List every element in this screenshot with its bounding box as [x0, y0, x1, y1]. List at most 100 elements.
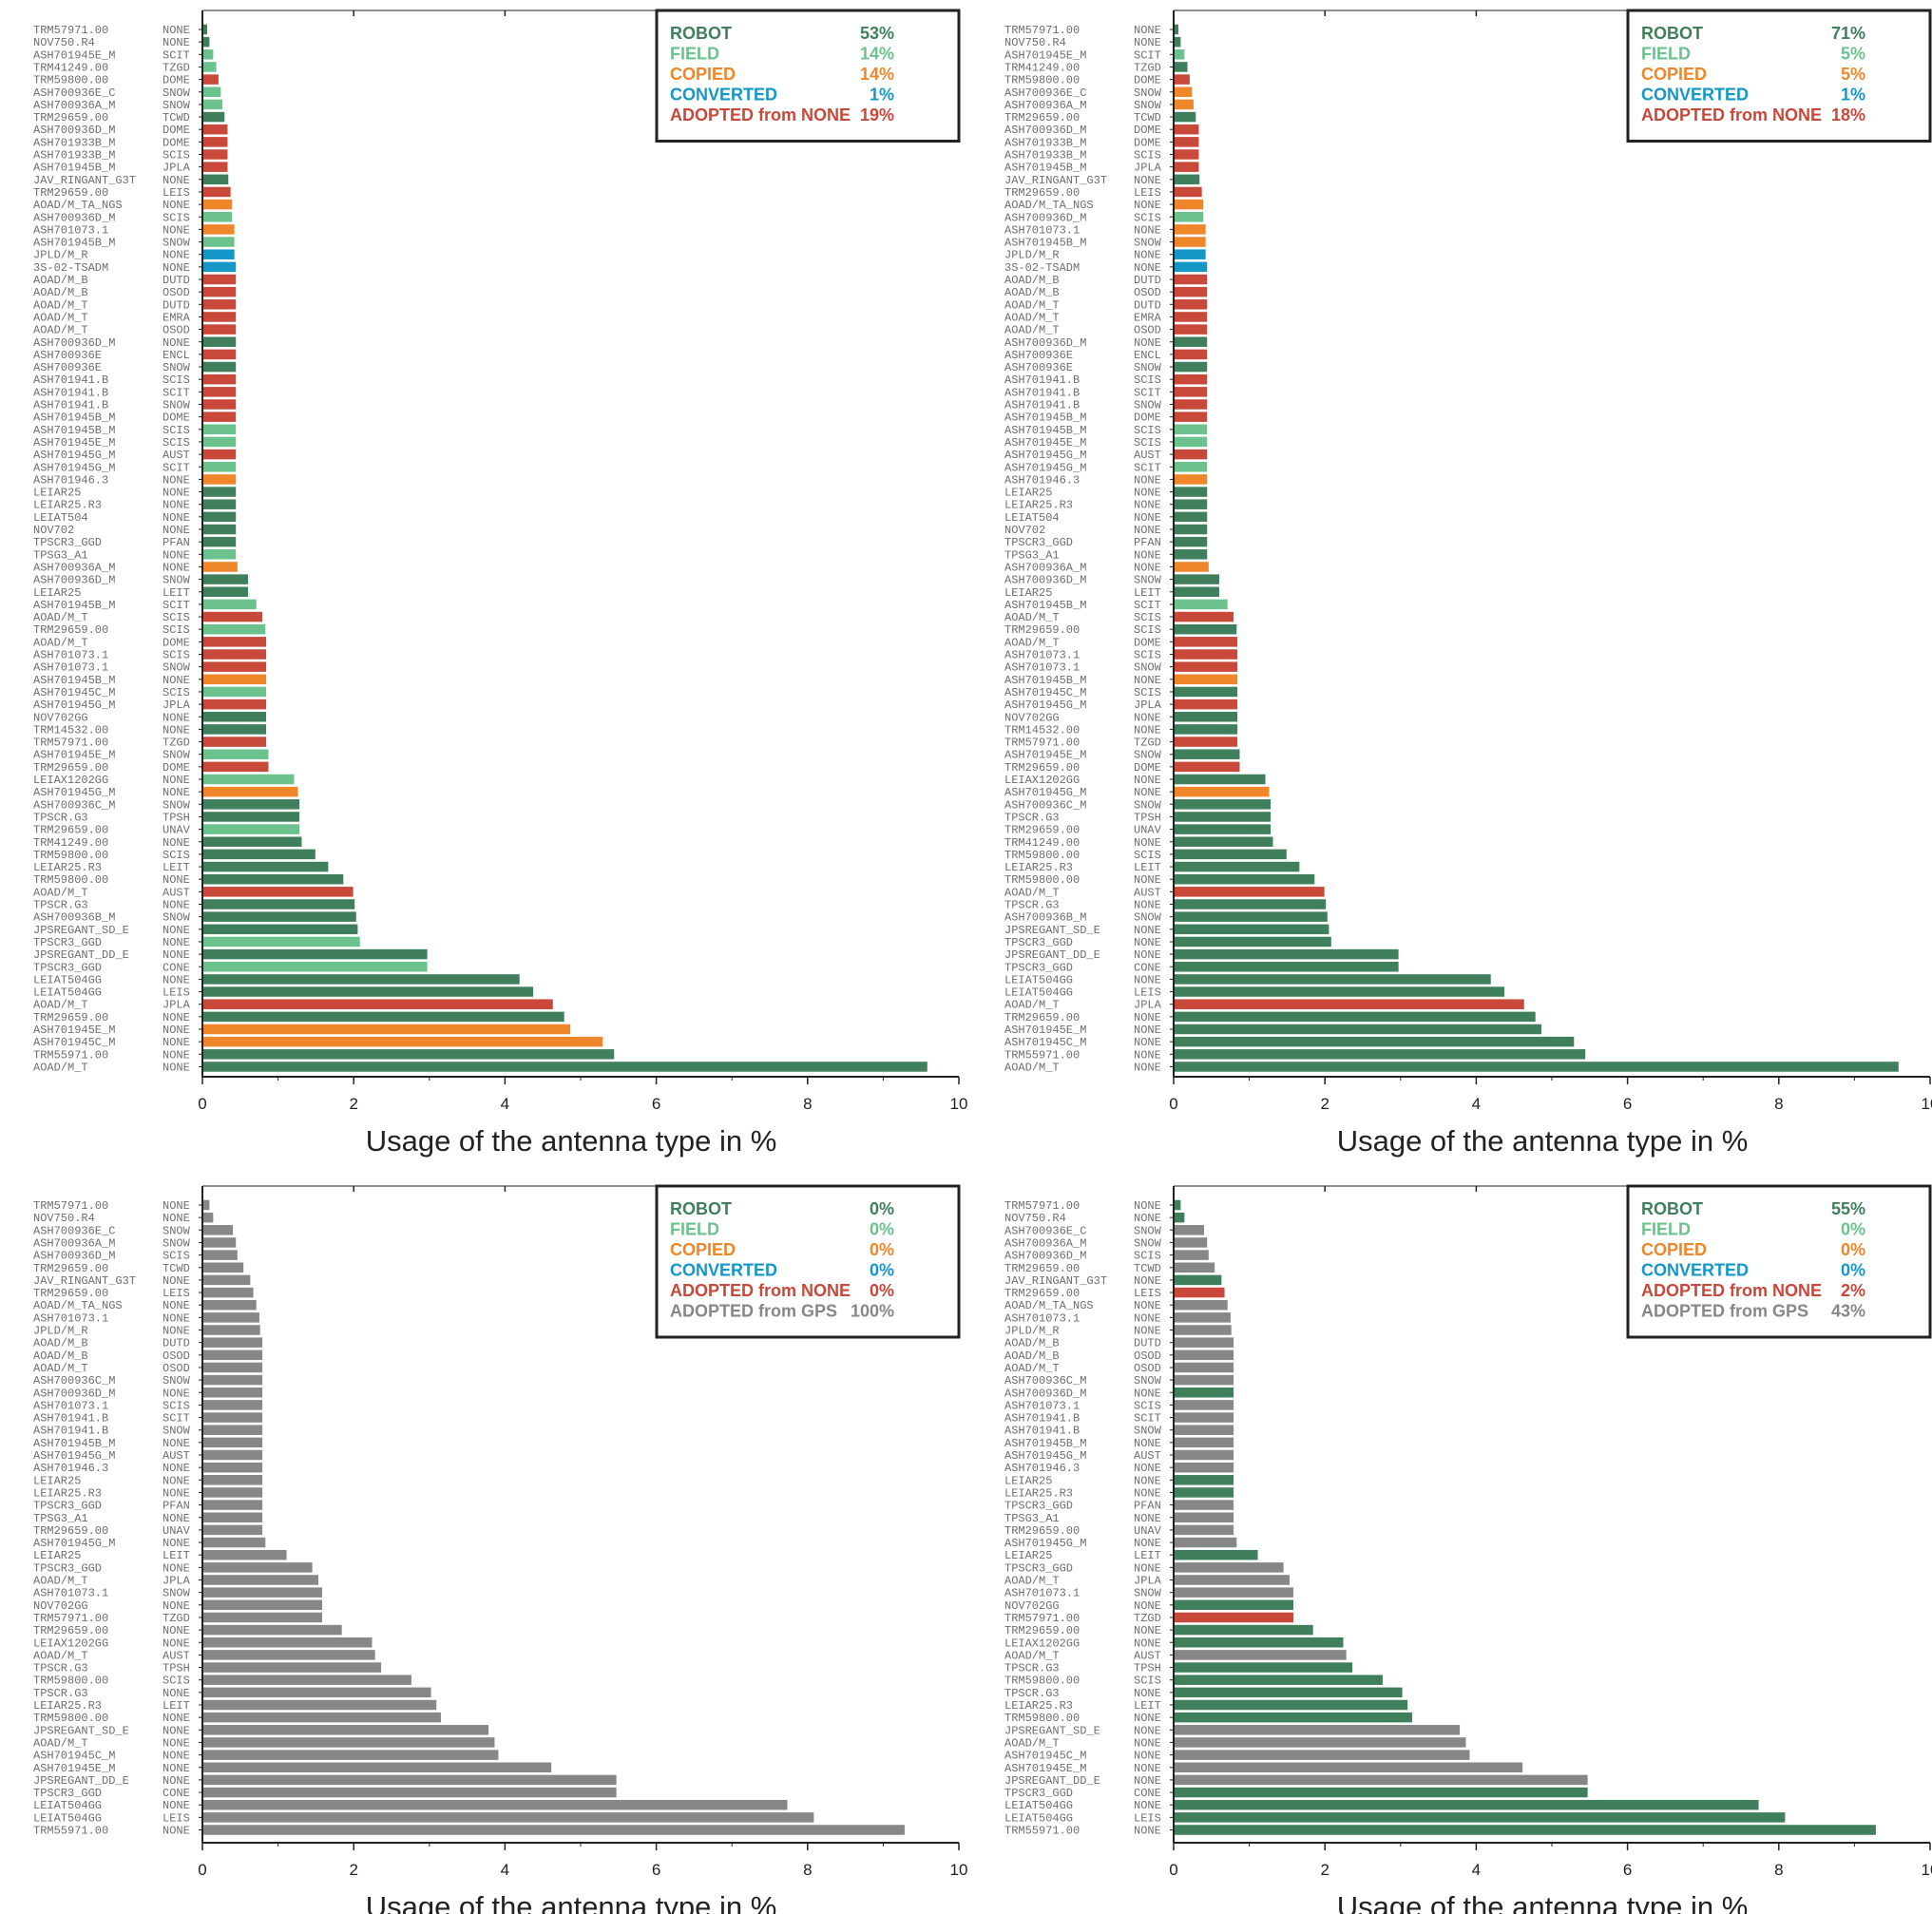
category-label: TRM59800.00: [33, 1712, 108, 1725]
category-label: TPSCR.G3: [1004, 1662, 1060, 1675]
bar: [203, 186, 231, 198]
station-label: SNOW: [1134, 86, 1162, 100]
bar: [1175, 861, 1300, 872]
legend-label: ADOPTED from NONE: [1641, 105, 1822, 124]
bar: [203, 1687, 431, 1698]
bar: [203, 873, 344, 885]
station-label: NONE: [163, 1712, 190, 1725]
station-label: NONE: [163, 1011, 190, 1024]
bar: [1175, 1675, 1383, 1685]
station-label: DOME: [163, 412, 190, 425]
station-label: NONE: [1134, 1799, 1161, 1812]
category-label: ASH700936A_M: [1004, 561, 1086, 574]
category-label: ASH700936A_M: [33, 99, 115, 112]
bar: [1175, 1199, 1181, 1211]
station-label: LEIS: [1134, 1811, 1161, 1825]
x-tick-label: 6: [652, 1861, 660, 1879]
bar: [203, 712, 267, 722]
bar: [1175, 924, 1329, 935]
category-label: ASH700936D_M: [1004, 1387, 1086, 1400]
bar: [1175, 474, 1208, 485]
bar: [203, 1500, 263, 1510]
station-label: DOME: [163, 761, 190, 775]
station-label: NONE: [163, 36, 190, 49]
category-label: LEIAT504GG: [33, 986, 102, 1000]
station-label: SNOW: [163, 99, 191, 112]
station-label: NONE: [163, 336, 190, 350]
station-label: SNOW: [163, 86, 191, 100]
station-label: JPLA: [1134, 699, 1162, 712]
bar: [203, 99, 222, 110]
bar: [203, 474, 237, 485]
legend-value: 14%: [860, 45, 894, 64]
bar: [203, 74, 219, 85]
category-label: TRM29659.00: [1004, 111, 1080, 124]
category-label: ASH701945E_M: [1004, 749, 1086, 762]
category-label: TRM29659.00: [33, 1524, 108, 1538]
bar: [1175, 1462, 1234, 1473]
bar: [203, 1388, 263, 1398]
station-label: EMRA: [1134, 311, 1162, 324]
bar: [203, 1825, 905, 1835]
category-label: AOAD/M_T: [33, 636, 88, 649]
station-label: SNOW: [163, 574, 191, 587]
category-label: JAV_RINGANT_G3T: [33, 1274, 136, 1288]
station-label: NONE: [163, 1736, 190, 1750]
station-label: NONE: [1134, 873, 1161, 887]
category-label: NOV702GG: [33, 1599, 88, 1613]
category-label: ASH701945C_M: [1004, 1750, 1086, 1763]
category-label: ASH700936A_M: [33, 1236, 115, 1250]
bar: [1175, 974, 1491, 985]
bar: [203, 1262, 244, 1273]
category-label: TRM59800.00: [1004, 1675, 1080, 1688]
station-label: NONE: [1134, 1036, 1161, 1049]
bar: [203, 661, 267, 672]
station-label: NONE: [1134, 1462, 1161, 1475]
category-label: AOAD/M_T: [33, 1575, 88, 1588]
station-label: NONE: [1134, 499, 1161, 512]
bar: [203, 911, 356, 922]
category-label: TRM41249.00: [33, 61, 108, 74]
bar: [203, 174, 229, 185]
category-label: TPSCR3_GGD: [1004, 1787, 1073, 1800]
legend-value: 0%: [1841, 1220, 1865, 1239]
bar: [203, 774, 295, 785]
bar: [1175, 1374, 1234, 1386]
station-label: NONE: [163, 1825, 190, 1838]
category-label: ASH701933B_M: [1004, 149, 1086, 163]
station-label: JPLA: [163, 999, 191, 1012]
x-tick-label: 8: [803, 1095, 812, 1113]
category-label: LEIAT504GG: [33, 1799, 102, 1812]
bar: [203, 562, 238, 572]
category-label: TRM29659.00: [1004, 761, 1080, 775]
category-label: TRM59800.00: [33, 74, 108, 87]
category-label: AOAD/M_T: [33, 1362, 88, 1375]
category-label: AOAD/M_T: [33, 611, 88, 624]
category-label: ASH701945B_M: [1004, 162, 1086, 175]
category-label: JPLD/M_R: [33, 249, 88, 262]
station-label: NONE: [163, 1474, 190, 1487]
station-label: LEIT: [163, 1549, 190, 1562]
bar: [203, 487, 237, 497]
category-label: ASH701945E_M: [33, 436, 115, 450]
bar: [203, 536, 237, 547]
legend-label: ADOPTED from GPS: [1641, 1302, 1808, 1321]
bar: [1175, 399, 1208, 410]
category-label: NOV750.R4: [33, 1212, 95, 1225]
station-label: NONE: [1134, 487, 1161, 500]
bar: [203, 948, 428, 960]
category-label: ASH700936D_M: [33, 211, 115, 224]
bar: [203, 1287, 254, 1298]
station-label: NONE: [163, 24, 190, 37]
category-label: TRM29659.00: [33, 1624, 108, 1637]
category-label: TRM57971.00: [33, 737, 108, 750]
category-label: TRM57971.00: [1004, 737, 1080, 750]
category-label: AOAD/M_T: [1004, 324, 1060, 337]
bar: [203, 1675, 411, 1685]
station-label: AUST: [163, 1649, 190, 1662]
category-label: TRM55971.00: [33, 1048, 108, 1062]
station-label: SCIS: [163, 373, 190, 387]
station-label: NONE: [163, 1299, 190, 1312]
bar: [1175, 1349, 1234, 1361]
